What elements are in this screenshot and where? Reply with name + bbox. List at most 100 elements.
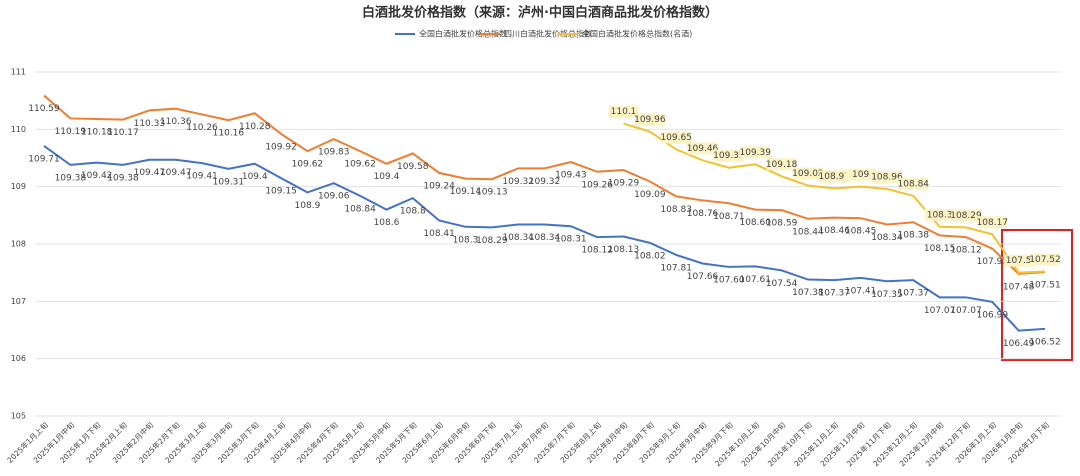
y-tick-label: 105 [11, 412, 26, 421]
data-label: 109.32 [529, 177, 561, 187]
data-label-bg [924, 208, 955, 221]
data-label: 108.3 [453, 235, 479, 245]
data-label: 109.26 [581, 180, 613, 190]
data-label: 108.46 [819, 226, 851, 236]
data-label: 108.31 [555, 235, 587, 245]
data-label: 108.60 [739, 218, 771, 228]
data-label: 110.18 [81, 128, 113, 138]
data-label: 109.83 [318, 148, 350, 158]
data-label: 108.96 [871, 172, 903, 182]
data-label: 108.97 [819, 172, 851, 182]
x-tick-label: 2025年12月下旬 [923, 419, 972, 468]
data-label: 107.92 [977, 257, 1009, 267]
data-label: 109.42 [81, 171, 113, 181]
data-label: 110.1 [611, 107, 637, 117]
data-label-bg [898, 177, 929, 190]
data-label-bg [819, 170, 850, 183]
data-label: 108.3 [927, 210, 953, 220]
data-label: 109.46 [687, 144, 719, 154]
data-label: 110.17 [107, 128, 139, 138]
data-label: 107.60 [713, 275, 745, 285]
data-label: 107.54 [766, 279, 798, 289]
x-tick-label: 2025年11月中旬 [818, 419, 867, 468]
data-label: 107.41 [845, 286, 877, 296]
data-label-bg [687, 142, 718, 155]
data-label: 109.15 [265, 187, 297, 197]
data-label-bg [713, 149, 744, 162]
data-label: 107.81 [660, 263, 692, 273]
x-tick-label: 2025年12月上旬 [871, 419, 920, 468]
data-label: 107.37 [898, 289, 930, 299]
data-label: 108.59 [766, 219, 798, 229]
data-label-bg [1030, 253, 1060, 266]
data-label: 108.8 [400, 207, 426, 217]
data-label-bg [608, 105, 639, 118]
data-label-bg [766, 158, 797, 171]
legend-label: 四川白酒批发价格总指数 [504, 29, 592, 39]
legend-label: 全国白酒批发价格总指数(名酒) [582, 29, 692, 39]
chart-title: 白酒批发价格指数（来源：泸州·中国白酒商品批发价格指数） [362, 5, 718, 21]
series-line [43, 94, 1046, 275]
data-label: 109 [852, 170, 869, 180]
data-label: 109.29 [608, 179, 640, 189]
data-label: 109.38 [107, 173, 139, 183]
data-label: 109.09 [634, 190, 666, 200]
data-label-bg [792, 167, 823, 180]
data-label: 107.51 [1029, 281, 1061, 291]
data-label: 109.47 [134, 168, 166, 178]
data-label: 108.29 [476, 236, 508, 246]
data-label: 108.84 [898, 179, 930, 189]
data-label: 107.5 [1006, 256, 1032, 266]
data-label: 110.26 [186, 123, 218, 133]
data-label: 109.4 [374, 172, 400, 182]
data-label: 107.37 [819, 289, 851, 299]
x-tick-label: 2025年11月上旬 [792, 419, 841, 468]
data-label: 108.12 [950, 246, 982, 256]
data-label: 109.31 [213, 177, 245, 187]
data-label: 108.15 [924, 244, 956, 254]
data-label: 107.66 [687, 272, 719, 282]
data-label: 108.29 [950, 211, 982, 221]
data-label: 110.19 [55, 127, 87, 137]
x-tick-label: 2025年11月下旬 [844, 419, 893, 468]
data-label: 108.17 [977, 218, 1009, 228]
y-tick-label: 109 [11, 182, 26, 191]
data-label: 107.52 [1029, 255, 1061, 265]
data-label: 108.02 [634, 251, 666, 261]
data-label: 109.41 [186, 172, 218, 182]
data-label: 109.06 [318, 192, 350, 202]
y-tick-label: 107 [11, 297, 26, 306]
data-label: 107.61 [739, 275, 771, 285]
data-label: 108.13 [608, 245, 640, 255]
data-label-bg [871, 170, 902, 183]
data-label: 108.41 [423, 229, 455, 239]
data-label: 108.34 [502, 233, 534, 243]
data-label: 110.33 [134, 119, 166, 129]
highlight-box [1001, 229, 1073, 361]
data-label: 109.47 [160, 168, 192, 178]
data-label: 107.07 [950, 306, 982, 316]
data-label: 109.92 [265, 142, 297, 152]
data-label: 109.71 [28, 154, 60, 164]
data-label: 107.35 [871, 290, 903, 300]
data-label: 108.12 [581, 246, 613, 256]
legend-label: 全国白酒批发价格总指数 [419, 29, 507, 39]
x-tick-label: 2025年10月下旬 [765, 419, 814, 468]
data-label: 110.36 [160, 117, 192, 127]
data-label: 108.6 [374, 218, 400, 228]
data-label: 109.62 [292, 160, 324, 170]
data-label-bg [977, 216, 1008, 229]
data-label-bg [1003, 254, 1034, 267]
data-label-bg [740, 146, 771, 159]
data-label: 108.76 [687, 209, 719, 219]
data-label-bg [845, 168, 876, 181]
data-label: 110.28 [239, 122, 271, 132]
data-label: 109.13 [476, 188, 508, 198]
data-label: 109.18 [766, 160, 798, 170]
data-label: 108.45 [845, 227, 877, 237]
data-label-bg [634, 113, 665, 126]
data-label: 107.07 [924, 306, 956, 316]
data-label: 109.24 [423, 181, 455, 191]
y-tick-label: 110 [11, 125, 26, 134]
data-label: 109.43 [555, 171, 587, 181]
